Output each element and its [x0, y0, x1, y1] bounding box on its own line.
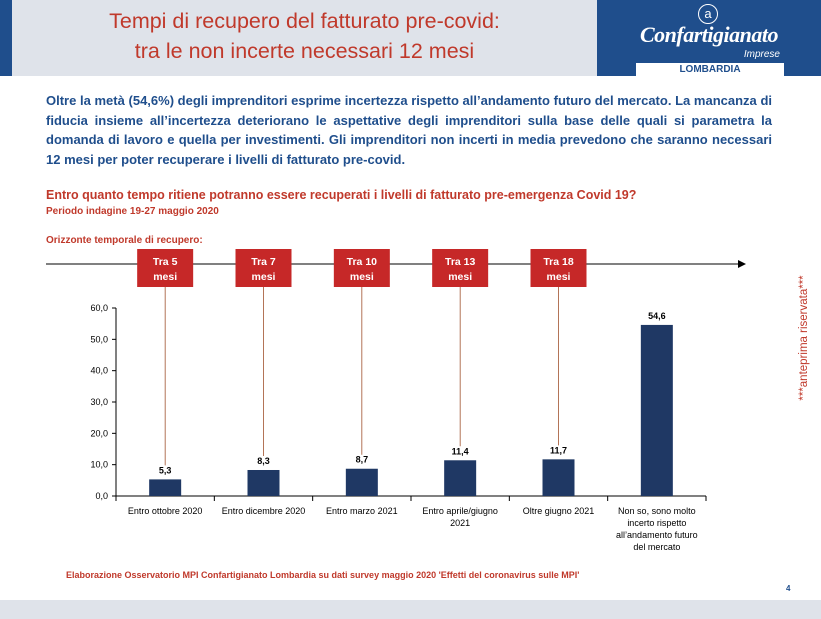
timeline-label: mesi	[350, 271, 374, 283]
category-label: Entro aprile/giugno	[422, 506, 498, 516]
category-label: Non so, sono molto	[618, 506, 696, 516]
category-label: Entro marzo 2021	[326, 506, 398, 516]
intro-paragraph: Oltre la metà (54,6%) degli imprenditori…	[46, 93, 772, 167]
y-tick-label: 50,0	[90, 334, 108, 344]
timeline-box	[432, 249, 489, 287]
category-label: Entro dicembre 2020	[222, 506, 306, 516]
timeline-box	[333, 249, 390, 287]
timeline-box	[530, 249, 587, 287]
logo-mark-icon: a	[698, 4, 718, 24]
header: Tempi di recupero del fatturato pre-covi…	[0, 0, 821, 76]
category-label: Entro ottobre 2020	[128, 506, 203, 516]
logo-region: LOMBARDIA	[636, 63, 784, 76]
timeline-label: Tra 5	[153, 256, 178, 268]
category-label: del mercato	[633, 542, 680, 552]
timeline-arrow-icon	[738, 260, 746, 268]
horizon-label: Orizzonte temporale di recupero:	[46, 235, 203, 246]
category-label: all’andamento futuro	[616, 530, 698, 540]
y-tick-label: 30,0	[90, 397, 108, 407]
data-label: 8,7	[356, 455, 369, 465]
category-label: Oltre giugno 2021	[523, 506, 595, 516]
timeline-label: Tra 13	[445, 256, 476, 268]
logo-subtitle: Imprese	[743, 49, 780, 60]
data-label: 11,4	[452, 446, 469, 456]
title-line-1: Tempi di recupero del fatturato pre-covi…	[109, 9, 500, 33]
bar	[444, 460, 477, 496]
logo-name: Confartigianato	[640, 22, 778, 47]
y-tick-label: 0,0	[95, 491, 108, 501]
category-label: 2021	[450, 518, 470, 528]
bar	[542, 459, 575, 496]
page-title: Tempi di recupero del fatturato pre-covi…	[12, 6, 597, 66]
bar	[345, 468, 378, 496]
timeline-label: mesi	[252, 271, 276, 283]
y-tick-label: 20,0	[90, 428, 108, 438]
y-tick-label: 40,0	[90, 366, 108, 376]
header-accent-strip	[0, 0, 12, 76]
survey-question: Entro quanto tempo ritiene potranno esse…	[46, 188, 637, 202]
timeline-label: mesi	[448, 271, 472, 283]
footer-band	[0, 600, 821, 619]
timeline-label: Tra 10	[347, 256, 378, 268]
recovery-time-chart: Tra 5 mesi Tra 7 mesi Tra 10 mesi Tra 13 mesi Tr…	[46, 249, 746, 552]
side-note: ***anteprima riservata***	[798, 275, 810, 401]
timeline-label: mesi	[547, 271, 571, 283]
title-band	[12, 0, 597, 76]
timeline-label: Tra 18	[543, 256, 574, 268]
title-line-2: tra le non incerte necessari 12 mesi	[134, 39, 475, 63]
timeline-label: mesi	[153, 271, 177, 283]
timeline-label: Tra 7	[251, 256, 276, 268]
page-number: 4	[786, 584, 791, 593]
bar	[149, 479, 182, 496]
y-tick-label: 10,0	[90, 460, 108, 470]
category-label: incerto rispetto	[627, 518, 686, 528]
data-label: 5,3	[159, 465, 172, 475]
side-note-text: ***anteprima riservata***	[798, 275, 810, 401]
timeline-box	[235, 249, 292, 287]
data-label: 8,3	[257, 456, 270, 466]
source-note: Elaborazione Osservatorio MPI Confartigi…	[66, 570, 580, 580]
timeline-box	[137, 249, 194, 287]
data-label: 11,7	[550, 445, 567, 455]
y-tick-label: 60,0	[90, 303, 108, 313]
survey-period: Periodo indagine 19-27 maggio 2020	[46, 206, 219, 217]
bar	[640, 324, 673, 496]
bar	[247, 469, 280, 496]
data-label: 54,6	[648, 311, 666, 321]
